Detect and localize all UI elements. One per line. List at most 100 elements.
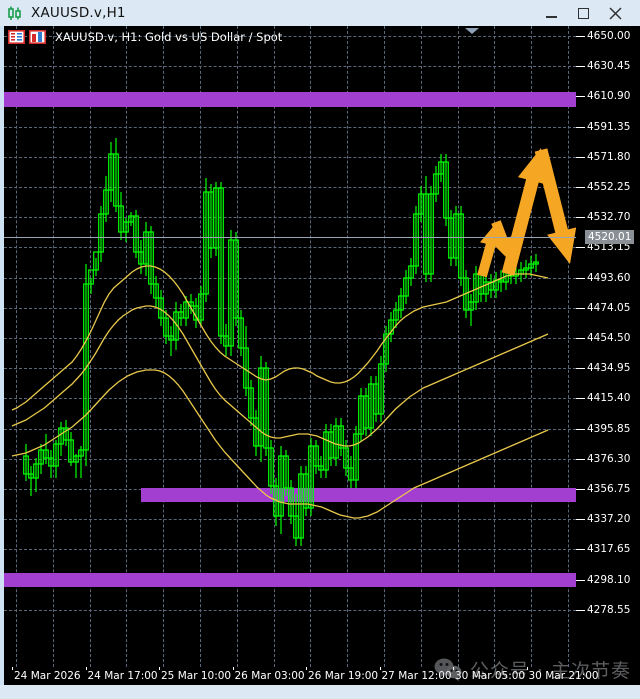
arrow-up-large[interactable] [501, 148, 547, 276]
price-axis[interactable]: 4650.00 4630.45 4610.90 4591.35 4571.80 4552.… [576, 26, 640, 667]
mid-demand-zone[interactable] [141, 487, 576, 502]
time-tick-label: 24 Mar 2026 [14, 670, 81, 682]
candlestick [123, 218, 129, 242]
time-axis[interactable]: 24 Mar 2026 24 Mar 17:00 25 Mar 10:00 26 Ma… [4, 667, 640, 685]
time-tick-label: 30 Mar 21:00 [528, 670, 599, 682]
candlestick [443, 154, 449, 226]
price-tick-label: 4532.70 [587, 211, 631, 224]
forecast-arrows[interactable] [4, 26, 576, 667]
chart-toolbar[interactable]: XAUUSD.v, H1: Gold vs US Dollar / Spot [8, 28, 282, 45]
price-tick [576, 609, 585, 611]
candlestick-icon [7, 6, 23, 21]
price-tick [576, 96, 585, 98]
price-tick [576, 277, 585, 279]
close-button[interactable] [600, 0, 630, 26]
current-price-label[interactable]: 4520.01 [585, 229, 635, 244]
candlestick [393, 302, 399, 328]
minimize-button[interactable] [536, 0, 566, 26]
price-tick-label: 4454.50 [587, 332, 631, 344]
candlestick [78, 446, 84, 478]
bar-chart-icon[interactable] [29, 29, 46, 44]
price-tick-label: 4571.80 [587, 150, 631, 163]
price-tick [576, 66, 585, 68]
candlestick [233, 232, 239, 326]
candlestick [353, 426, 359, 488]
price-tick [576, 217, 585, 219]
candlestick [413, 206, 419, 274]
candlestick [183, 296, 189, 326]
price-tick [576, 187, 585, 188]
time-tick [306, 667, 307, 670]
time-tick-label: 25 Mar 10:00 [161, 670, 232, 682]
arrow-up-small[interactable] [477, 222, 502, 278]
candlestick [283, 450, 289, 496]
price-tick [576, 156, 585, 158]
candlestick [403, 270, 409, 304]
price-tick [576, 126, 585, 128]
candlestick [53, 440, 59, 478]
candlestick [198, 286, 204, 326]
chart-area[interactable]: XAUUSD.v, H1: Gold vs US Dollar / Spot 4… [0, 26, 640, 685]
candlestick [83, 264, 89, 466]
chart-symbol-label: XAUUSD.v, H1: Gold vs US Dollar / Spot [55, 29, 283, 44]
time-tick [453, 667, 454, 670]
price-tick-label: 4376.30 [587, 452, 631, 465]
candlestick [98, 206, 104, 262]
candlestick [428, 186, 434, 282]
maximize-button[interactable] [568, 0, 598, 26]
candlestick [383, 326, 389, 372]
price-tick-label: 4278.55 [587, 603, 631, 616]
time-tick-label: 27 Mar 12:00 [381, 670, 452, 682]
candlestick [313, 440, 319, 474]
candlestick [468, 294, 474, 326]
time-tick [85, 667, 87, 670]
candlestick [533, 254, 539, 272]
price-tick-label: 4552.25 [587, 181, 631, 193]
time-tick [526, 667, 528, 670]
price-tick-label: 4395.85 [587, 422, 631, 435]
price-tick-label: 4630.45 [587, 60, 631, 73]
price-tick-label: 4591.35 [587, 120, 631, 133]
lower-demand-zone[interactable] [4, 572, 576, 588]
candlestick [88, 269, 94, 294]
candlestick [378, 356, 384, 422]
candlestick [388, 312, 394, 342]
candlestick [308, 438, 314, 516]
time-tick [379, 667, 381, 670]
candlestick [153, 276, 159, 308]
upper-supply-zone[interactable] [4, 91, 576, 108]
candlestick [338, 418, 344, 456]
candlestick [523, 260, 529, 278]
candlestick [68, 432, 74, 466]
current-price-line [4, 236, 576, 238]
arrow-down-large[interactable] [534, 148, 576, 264]
time-tick [232, 667, 234, 670]
minimize-icon [545, 15, 557, 18]
price-tick [576, 428, 585, 430]
candlestick [408, 258, 414, 286]
ma-line-ma-fast [11, 265, 549, 411]
candlestick [268, 440, 274, 494]
candlestick [118, 192, 124, 240]
chevron-down-icon[interactable] [465, 28, 479, 34]
price-tick [576, 579, 585, 581]
candlestick [33, 458, 39, 492]
data-window-icon[interactable] [8, 29, 25, 44]
candlestick [433, 166, 439, 202]
price-tick-label: 4298.10 [587, 573, 631, 586]
price-tick-label: 4610.90 [587, 90, 631, 103]
price-tick [576, 36, 585, 37]
time-tick-label: 26 Mar 19:00 [308, 670, 379, 682]
window-title: XAUUSD.v,H1 [31, 5, 126, 21]
price-tick [576, 458, 585, 460]
chart-plot[interactable]: XAUUSD.v, H1: Gold vs US Dollar / Spot [4, 26, 576, 667]
price-tick [576, 519, 585, 521]
price-tick [576, 489, 585, 490]
candlestick [288, 480, 294, 524]
price-tick-label: 4474.05 [587, 301, 631, 314]
candlestick [93, 251, 99, 276]
ma-line-ma-mid [11, 305, 549, 447]
time-tick-label: 24 Mar 17:00 [87, 670, 158, 682]
candlestick [133, 210, 139, 258]
